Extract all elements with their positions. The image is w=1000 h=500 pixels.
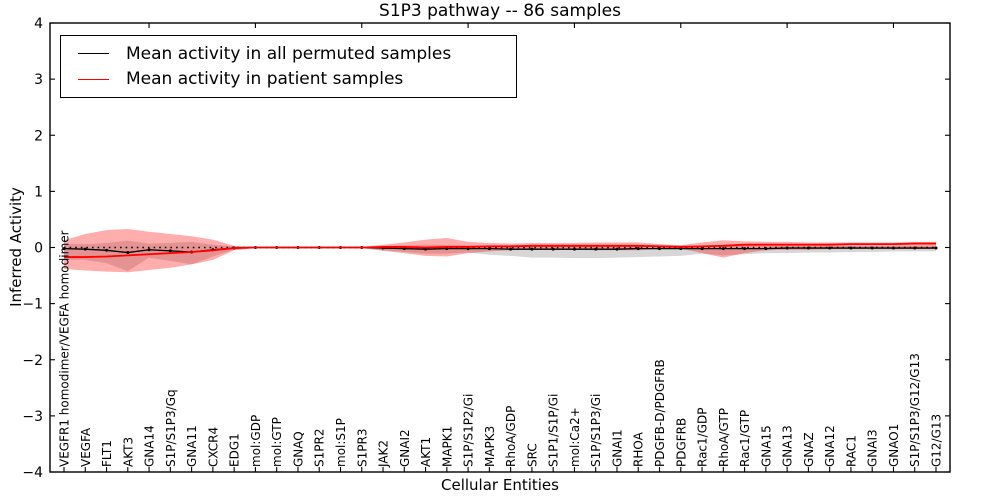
- x-tick-label: S1P/S1P3/G12/G13: [908, 353, 922, 467]
- permuted-mean-marker: [658, 247, 662, 251]
- permuted-mean-marker: [700, 247, 704, 251]
- x-tick-label: GNA12: [823, 425, 837, 467]
- x-tick-label: GNAQ: [291, 431, 305, 467]
- permuted-mean-marker: [849, 246, 853, 250]
- x-tick-label: Rac1/GTP: [738, 410, 752, 467]
- x-tick-label: GNAI1: [610, 429, 624, 467]
- x-tick-label: GNA15: [759, 425, 773, 467]
- y-axis-label: Inferred Activity: [7, 187, 25, 307]
- y-tick-label: 2: [34, 128, 43, 144]
- permuted-mean-marker: [445, 247, 449, 251]
- legend-entry-permuted: Mean activity in all permuted samples: [78, 42, 516, 66]
- permuted-mean-marker: [487, 247, 491, 251]
- x-tick-label: mol:S1P: [334, 418, 348, 467]
- permuted-mean-marker: [572, 247, 576, 251]
- permuted-mean-marker: [83, 247, 87, 251]
- x-tick-label: JAK2: [377, 440, 391, 468]
- x-tick-label: G12/G13: [930, 414, 944, 467]
- x-tick-label: S1P/S1P3/Gq: [164, 389, 178, 467]
- legend-entry-patient: Mean activity in patient samples: [78, 67, 516, 91]
- permuted-mean-marker: [62, 247, 66, 251]
- x-tick-label: RAC1: [844, 435, 858, 467]
- x-tick-label: mol:Ca2+: [568, 407, 582, 467]
- x-tick-label: mol:GTP: [270, 417, 284, 467]
- x-tick-label: RHOA: [632, 431, 646, 467]
- x-tick-label: PDGFRB: [674, 418, 688, 467]
- x-tick-label: CXCR4: [206, 427, 220, 467]
- permuted-mean-marker: [551, 247, 555, 251]
- x-tick-label: GNA11: [185, 425, 199, 467]
- permuted-mean-marker: [934, 246, 938, 250]
- x-tick-label: PDGFB-D/PDGFRB: [653, 359, 667, 467]
- patient-line-swatch: [78, 78, 109, 80]
- permuted-mean-marker: [424, 247, 428, 251]
- x-tick-label: FLT1: [100, 440, 114, 467]
- x-tick-label: MAPK3: [483, 426, 497, 467]
- permuted-mean-marker: [721, 247, 725, 251]
- axes-frame: [49, 22, 951, 473]
- permuted-mean-marker: [913, 246, 917, 250]
- permuted-mean-marker: [147, 248, 151, 252]
- permuted-mean-marker: [402, 247, 406, 251]
- y-tick-label: −4: [22, 465, 43, 481]
- permuted-mean-marker: [168, 249, 172, 253]
- x-tick-label: S1P1/S1P/Gi: [547, 394, 561, 467]
- permuted-mean-marker: [806, 246, 810, 250]
- permuted-mean-marker: [764, 247, 768, 251]
- permuted-mean-marker: [636, 247, 640, 251]
- permuted-mean-marker: [105, 248, 109, 252]
- permuted-mean-marker: [466, 247, 470, 251]
- permuted-mean-marker: [743, 247, 747, 251]
- permuted-mean-marker: [828, 246, 832, 250]
- permuted-mean-marker: [509, 247, 513, 251]
- x-tick-label: S1PR3: [355, 429, 369, 467]
- x-tick-label: VEGFA: [79, 427, 93, 467]
- chart-title: S1P3 pathway -- 86 samples: [379, 1, 621, 21]
- y-tick-label: 1: [34, 184, 43, 200]
- x-tick-label: SRC: [525, 443, 539, 467]
- x-tick-label: mol:GDP: [249, 415, 263, 467]
- y-tick-label: 4: [34, 16, 43, 32]
- legend-label-patient: Mean activity in patient samples: [126, 69, 404, 90]
- permuted-mean-marker: [126, 251, 130, 255]
- y-tick-label: −3: [22, 409, 43, 425]
- x-axis-label: Cellular Entities: [441, 476, 559, 494]
- patient-std-band: [64, 228, 936, 273]
- legend-box: Mean activity in all permuted samples Me…: [60, 35, 517, 98]
- x-tick-label: MAPK1: [440, 426, 454, 467]
- x-tick-label: VEGFR1 homodimer/VEGFA homodimer: [58, 230, 72, 467]
- x-tick-label: S1P/S1P3/Gi: [589, 394, 603, 467]
- permuted-mean-marker: [615, 247, 619, 251]
- x-tick-label: EDG1: [228, 433, 242, 467]
- x-tick-label: GNAO1: [887, 424, 901, 467]
- x-tick-label: GNAI2: [398, 429, 412, 467]
- permuted-mean-marker: [785, 246, 789, 250]
- x-tick-label: RhoA/GTP: [717, 408, 731, 467]
- patient-mean-line: [64, 242, 936, 258]
- x-tick-label: GNAI3: [866, 429, 880, 467]
- y-tick-label: −1: [22, 297, 43, 313]
- x-tick-label: AKT1: [419, 437, 433, 467]
- x-tick-label: AKT3: [121, 437, 135, 467]
- permuted-mean-marker: [679, 247, 683, 251]
- x-tick-label: S1P/S1P2/Gi: [462, 394, 476, 467]
- permuted-mean-marker: [870, 246, 874, 250]
- x-tick-label: RhoA/GDP: [504, 406, 518, 467]
- permuted-mean-marker: [530, 247, 534, 251]
- y-tick-label: 0: [34, 241, 43, 257]
- y-tick-label: −2: [22, 353, 43, 369]
- legend-label-permuted: Mean activity in all permuted samples: [126, 43, 452, 64]
- y-tick-label: 3: [34, 72, 43, 88]
- x-tick-label: GNAZ: [802, 432, 816, 467]
- x-tick-label: Rac1/GDP: [696, 408, 710, 467]
- x-tick-label: S1PR2: [313, 429, 327, 467]
- permuted-mean-marker: [594, 247, 598, 251]
- x-tick-label: GNA13: [781, 425, 795, 467]
- permuted-mean-marker: [891, 246, 895, 250]
- x-tick-label: GNA14: [143, 425, 157, 467]
- permuted-line-swatch: [78, 53, 109, 55]
